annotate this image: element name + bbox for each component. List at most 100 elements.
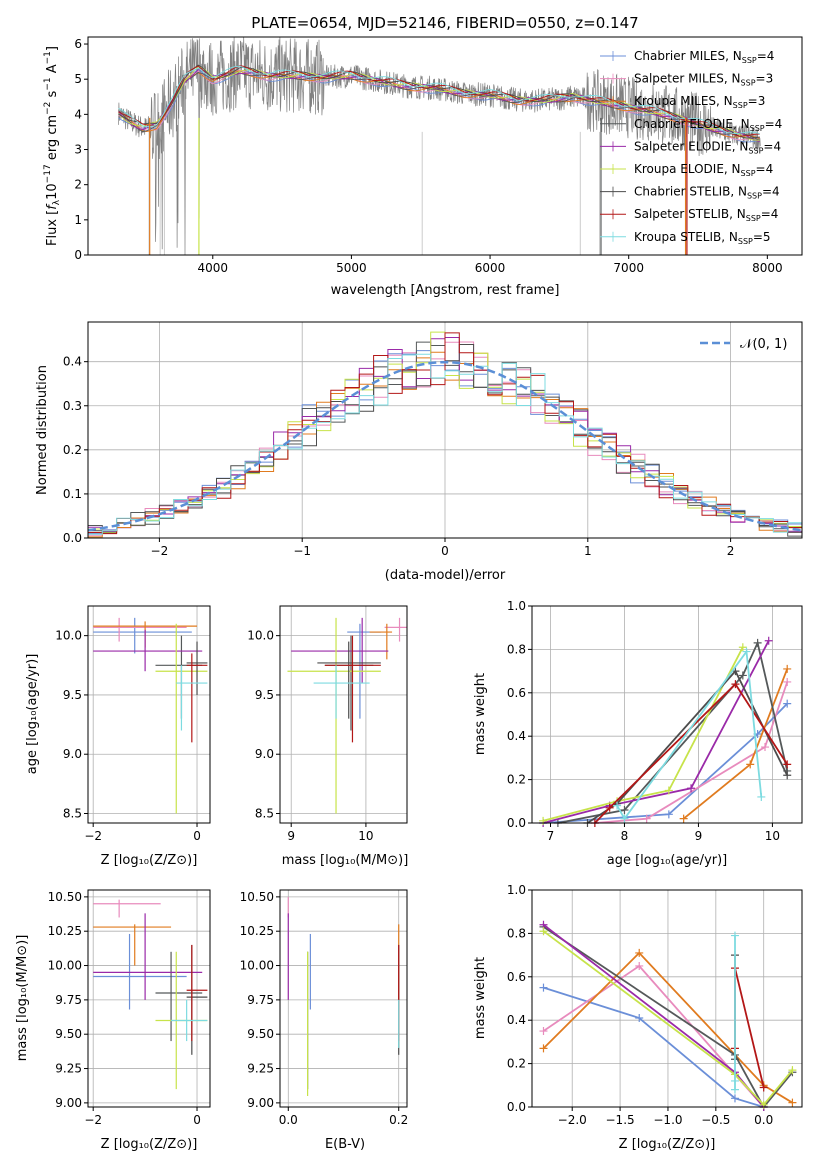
weight_vs_Z-series-line bbox=[542, 926, 794, 1109]
weight_vs_Z-point-marker bbox=[788, 1098, 797, 1107]
weight_vs_age-ylabel: mass weight bbox=[473, 673, 488, 755]
mass_vs_Z-ytick-label: 9.25 bbox=[55, 1062, 82, 1076]
residuals-xtick-label: −1 bbox=[293, 544, 311, 558]
mass_vs_EBV-ytick-label: 9.25 bbox=[247, 1062, 274, 1076]
mass_vs_EBV-ytick-label: 9.00 bbox=[247, 1096, 274, 1110]
residuals-xtick-label: 0 bbox=[441, 544, 449, 558]
weight_vs_age-ytick-label: 0.8 bbox=[507, 642, 526, 656]
age_vs_Z-ytick-label: 9.0 bbox=[63, 747, 82, 761]
weight_vs_Z-point-marker bbox=[539, 927, 548, 936]
weight_vs_age-frame bbox=[531, 605, 803, 824]
weight_vs_age-point-marker bbox=[783, 664, 792, 673]
weight_vs_Z-point-marker bbox=[539, 983, 548, 992]
mass_vs_Z-ytick-label: 9.50 bbox=[55, 1027, 82, 1041]
residuals-ytick-label: 0.2 bbox=[63, 443, 82, 457]
weight_vs_Z-xtick-label: −2.0 bbox=[558, 1113, 587, 1127]
weight_vs_Z-xtick-label: −1.5 bbox=[606, 1113, 635, 1127]
weight_vs_Z-point-marker bbox=[635, 948, 644, 957]
weight_vs_age-series-line bbox=[594, 682, 788, 824]
mass_vs_EBV-xtick-label: 0.0 bbox=[279, 1113, 298, 1127]
mass_vs_Z-ytick-label: 10.50 bbox=[48, 890, 82, 904]
mass_vs_Z-ylabel: mass [log₁₀(M/M⊙)] bbox=[15, 935, 30, 1062]
residuals-xtick-label: 1 bbox=[584, 544, 592, 558]
weight_vs_Z-ytick-label: 0.0 bbox=[507, 1100, 526, 1114]
mass_vs_EBV-ytick-label: 10.00 bbox=[240, 959, 274, 973]
spectrum-model-line bbox=[118, 65, 760, 137]
weight_vs_Z-ytick-label: 0.2 bbox=[507, 1057, 526, 1071]
weight_vs_Z-point-marker bbox=[539, 1044, 548, 1053]
weight_vs_Z-xtick-label: −1.0 bbox=[653, 1113, 682, 1127]
age_vs_mass-xtick-label: 9 bbox=[287, 829, 295, 843]
age_vs_mass-xlabel: mass [log₁₀(M/M⊙)] bbox=[282, 853, 409, 868]
weight_vs_age-point-marker bbox=[783, 677, 792, 686]
age_vs_Z-ytick-label: 8.5 bbox=[63, 807, 82, 821]
spectrum-frame bbox=[87, 36, 803, 256]
spectrum-legend-label: Chabrier MILES, NSSP=4 bbox=[634, 49, 774, 65]
spectrum-ytick-label: 1 bbox=[74, 213, 82, 227]
weight_vs_Z-series-line bbox=[542, 951, 793, 1104]
weight_vs_Z-point-marker bbox=[635, 961, 644, 970]
weight_vs_age-point-marker bbox=[757, 792, 766, 801]
weight_vs_age-point-marker bbox=[620, 814, 629, 823]
spectrum-ytick-label: 5 bbox=[74, 72, 82, 86]
age_vs_Z-ytick-label: 10.0 bbox=[55, 629, 82, 643]
weight_vs_Z-point-marker bbox=[730, 931, 739, 940]
weight_vs_age-series-line bbox=[594, 681, 789, 824]
spectrum-model-line bbox=[118, 64, 760, 139]
mass_vs_EBV-ytick-label: 9.50 bbox=[247, 1027, 274, 1041]
weight_vs_age-xtick-label: 8 bbox=[621, 829, 629, 843]
weight_vs_age-point-marker bbox=[746, 760, 755, 769]
weight_vs_age-ytick-label: 0.6 bbox=[507, 686, 526, 700]
weight_vs_Z-ytick-label: 1.0 bbox=[507, 883, 526, 897]
weight_vs_Z-point-marker bbox=[730, 1094, 739, 1103]
mass_vs_EBV-xtick-label: 0.2 bbox=[389, 1113, 408, 1127]
age_vs_Z-xlabel: Z [log₁₀(Z/Z⊙)] bbox=[101, 853, 198, 868]
weight_vs_age-point-marker bbox=[731, 680, 740, 689]
weight_vs_age-point-marker bbox=[613, 801, 622, 810]
weight_vs_Z-point-marker bbox=[730, 1085, 739, 1094]
mass_vs_EBV-ytick-label: 10.25 bbox=[240, 924, 274, 938]
weight_vs_age-xtick-label: 10 bbox=[765, 829, 780, 843]
weight_vs_age-ytick-label: 1.0 bbox=[507, 599, 526, 613]
weight_vs_age-point-marker bbox=[764, 636, 773, 645]
weight_vs_age-point-marker bbox=[642, 814, 651, 823]
weight_vs_age-series-line bbox=[616, 649, 763, 821]
age_vs_mass-ytick-label: 9.0 bbox=[255, 747, 274, 761]
age_vs_mass-frame bbox=[279, 605, 408, 824]
age_vs_mass-xtick-label: 10 bbox=[358, 829, 373, 843]
mass_vs_Z-xtick-label: −2 bbox=[84, 1113, 102, 1127]
spectrum-xtick-label: 6000 bbox=[475, 261, 506, 275]
residuals-ytick-label: 0.0 bbox=[63, 531, 82, 545]
spectrum-legend-label: Salpeter STELIB, NSSP=4 bbox=[634, 207, 778, 223]
weight_vs_Z-ytick-label: 0.6 bbox=[507, 970, 526, 984]
spectrum-legend-label: Kroupa ELODIE, NSSP=4 bbox=[634, 162, 773, 178]
age_vs_mass-ytick-label: 9.5 bbox=[255, 688, 274, 702]
age_vs_mass-ytick-label: 8.5 bbox=[255, 807, 274, 821]
spectrum-model-line bbox=[118, 65, 760, 135]
weight_vs_age-series-line bbox=[542, 640, 770, 824]
spectrum-ytick-label: 0 bbox=[74, 248, 82, 262]
mass_vs_Z-xtick-label: 0 bbox=[193, 1113, 201, 1127]
weight_vs_age-point-marker bbox=[679, 814, 688, 823]
residuals-histogram bbox=[88, 353, 802, 535]
weight_vs_Z-series-line bbox=[542, 964, 765, 1108]
spectrum-ytick-label: 2 bbox=[74, 178, 82, 192]
weight_vs_age-point-marker bbox=[620, 805, 629, 814]
spectrum-ytick-label: 4 bbox=[74, 107, 82, 121]
weight_vs_age-point-marker bbox=[783, 771, 792, 780]
residuals-legend-label: 𝒩(0, 1) bbox=[740, 337, 787, 352]
residuals-xlabel: (data-model)/error bbox=[385, 568, 506, 583]
spectrum-xtick-label: 5000 bbox=[336, 261, 367, 275]
weight_vs_age-point-marker bbox=[605, 803, 614, 812]
weight_vs_Z-ytick-label: 0.4 bbox=[507, 1013, 526, 1027]
spectrum-legend-label: Chabrier STELIB, NSSP=4 bbox=[634, 185, 780, 201]
residuals-ytick-label: 0.1 bbox=[63, 487, 82, 501]
mass_vs_Z-ytick-label: 9.75 bbox=[55, 993, 82, 1007]
weight_vs_Z-ytick-label: 0.8 bbox=[507, 926, 526, 940]
weight_vs_Z-series-line bbox=[542, 930, 794, 1107]
weight_vs_Z-series-line bbox=[543, 986, 764, 1108]
spectrum-model-line bbox=[118, 69, 760, 143]
weight_vs_Z-xtick-label: −0.5 bbox=[701, 1113, 730, 1127]
mass_vs_Z-ytick-label: 10.25 bbox=[48, 924, 82, 938]
